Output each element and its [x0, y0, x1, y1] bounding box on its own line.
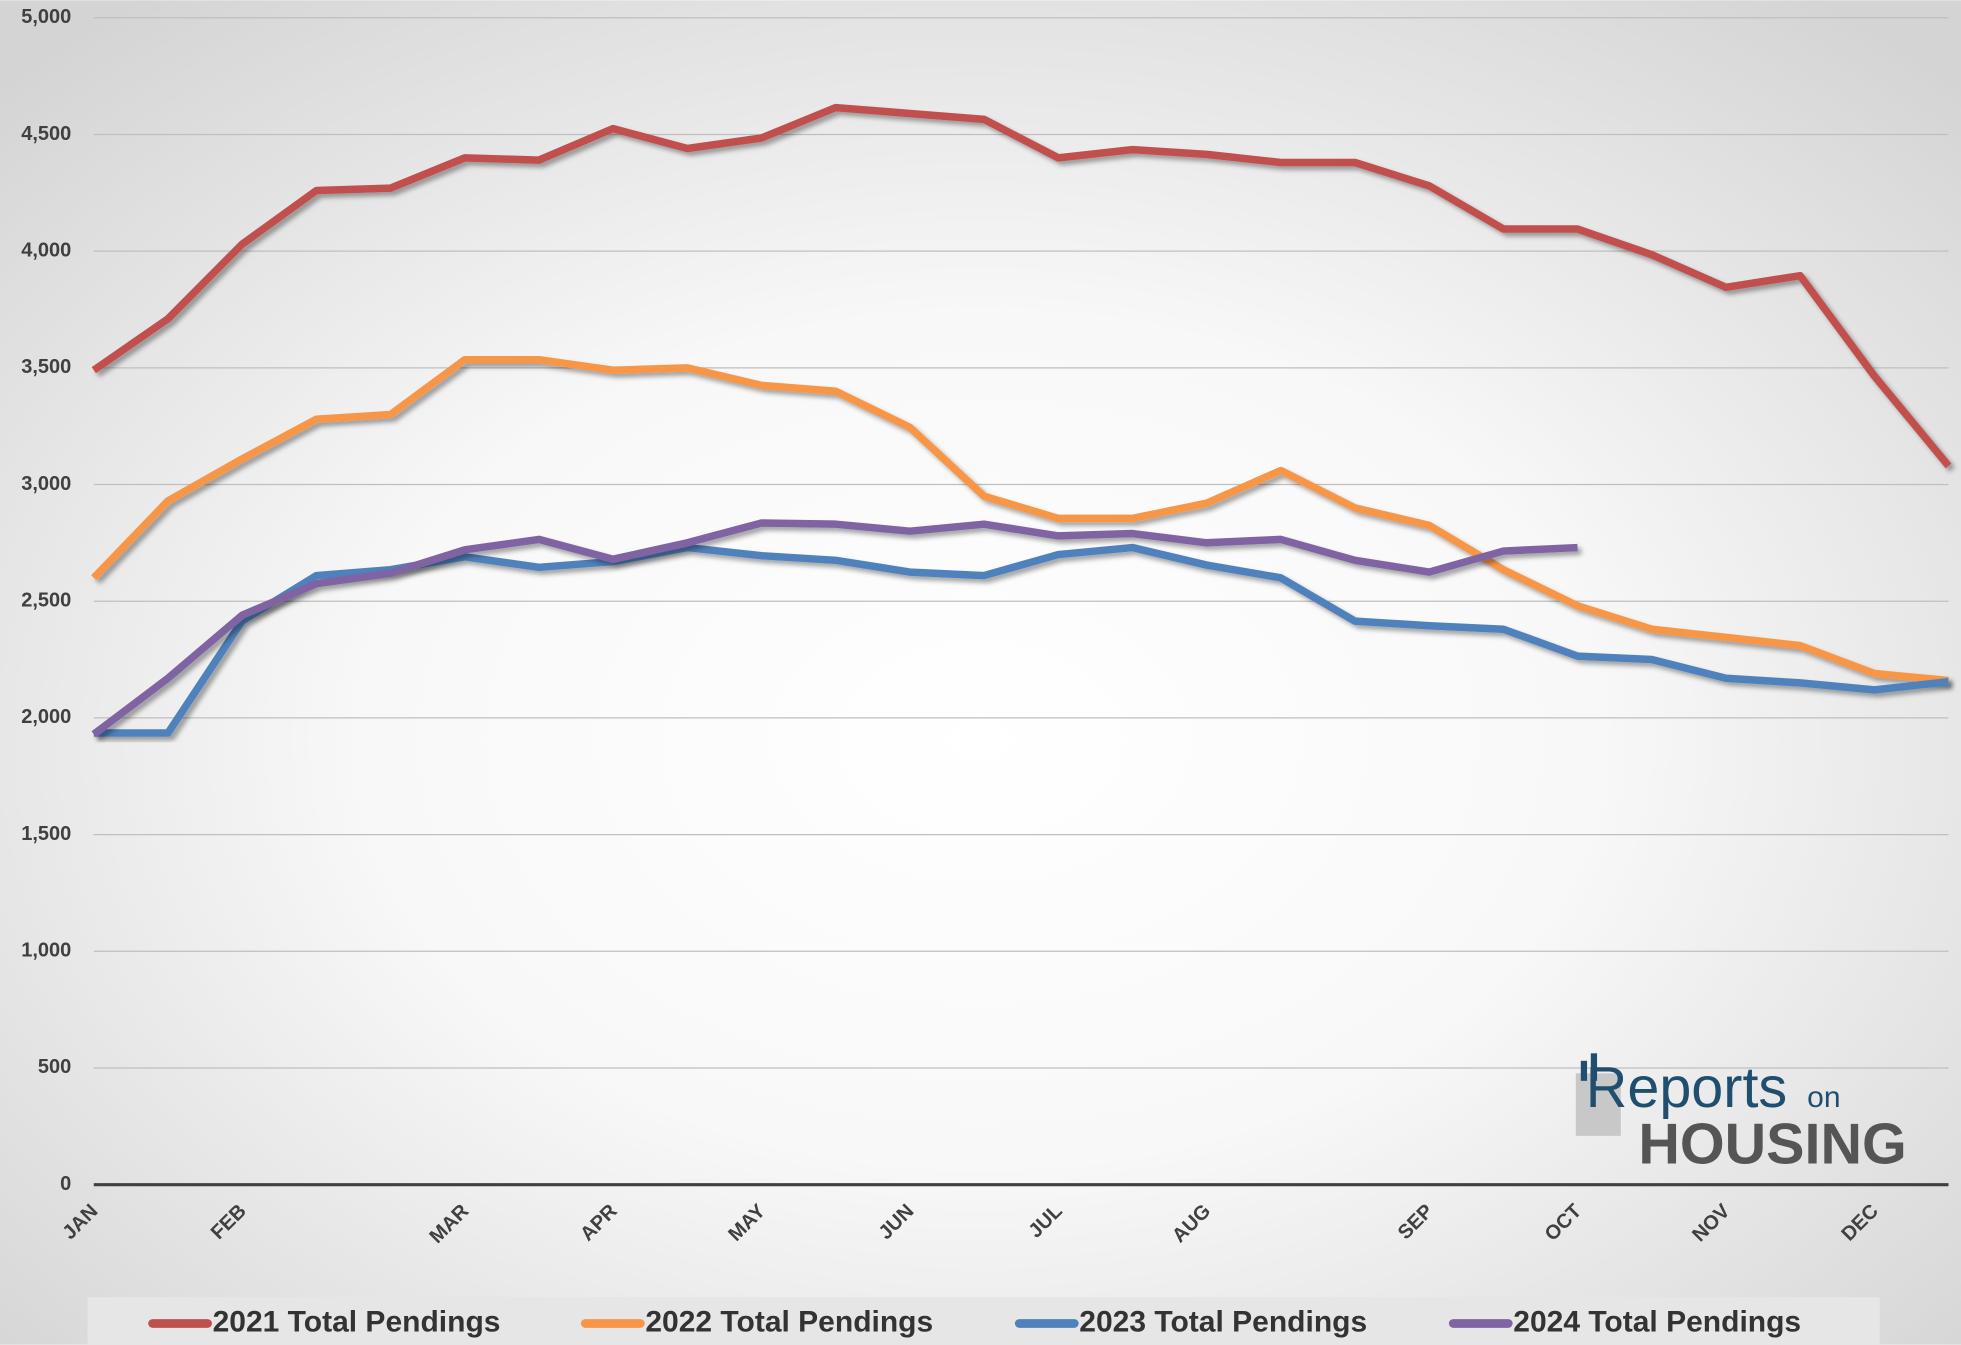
legend-box [87, 1297, 1880, 1345]
legend-label: 2023 Total Pendings [1079, 1305, 1367, 1338]
y-tick-label: 2,000 [21, 706, 71, 728]
logo: Reports on HOUSING [1575, 1053, 1907, 1176]
y-tick-label: 5,000 [21, 6, 71, 28]
logo-text: HOUSING [1638, 1112, 1906, 1176]
y-tick-label: 500 [38, 1056, 71, 1078]
y-tick-label: 0 [60, 1173, 71, 1195]
logo-text: on [1807, 1081, 1840, 1114]
series-line [91, 519, 1578, 738]
logo-text: Reports [1586, 1056, 1787, 1120]
y-tick-label: 3,500 [21, 356, 71, 378]
legend-label: 2024 Total Pendings [1513, 1305, 1801, 1338]
y-tick-label: 3,000 [21, 473, 71, 495]
y-tick-label: 1,000 [21, 940, 71, 962]
logo-bar [1580, 1060, 1588, 1081]
y-tick-label: 1,500 [21, 823, 71, 845]
series-line [91, 103, 1952, 469]
logo-bar [1590, 1053, 1598, 1081]
y-tick-label: 4,000 [21, 239, 71, 261]
y-tick-label: 4,500 [21, 123, 71, 145]
legend-label: 2022 Total Pendings [645, 1305, 933, 1338]
y-tick-label: 2,500 [21, 589, 71, 611]
series-line [91, 355, 1949, 685]
legend-label: 2021 Total Pendings [213, 1305, 501, 1338]
logo-block [1575, 1073, 1621, 1136]
